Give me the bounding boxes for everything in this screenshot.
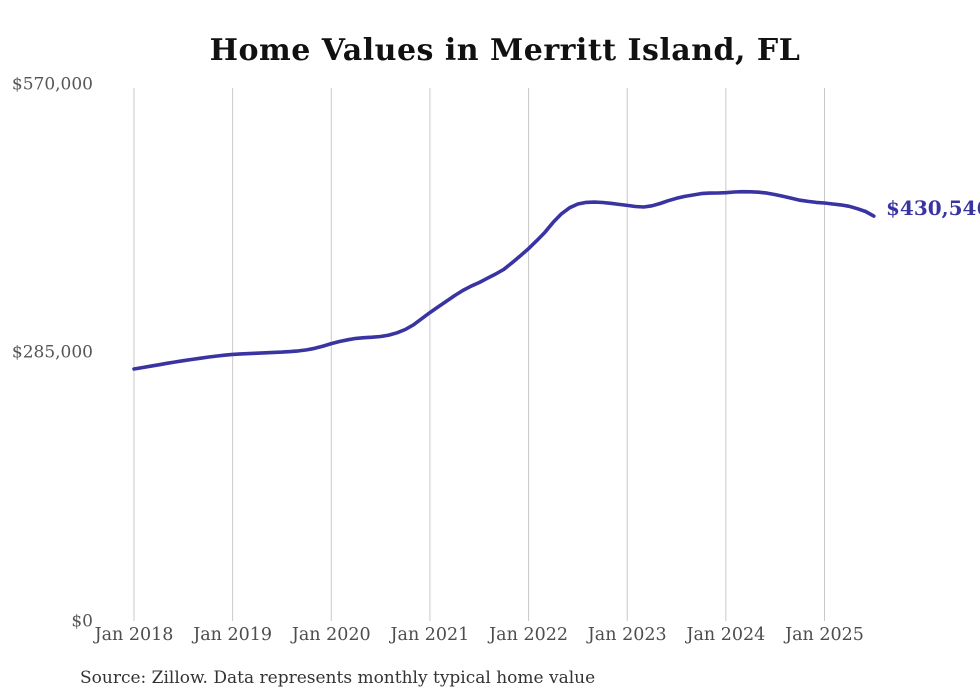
y-axis-tick-label: $0 [71,612,93,632]
x-axis-tick-label: Jan 2022 [487,625,568,645]
x-axis-tick-label: Jan 2023 [586,625,667,645]
x-axis-tick-label: Jan 2024 [684,625,765,645]
y-axis-tick-label: $285,000 [12,343,93,363]
latest-value-label: $430,546 [886,196,980,220]
y-axis-tick-label: $570,000 [12,75,93,95]
chart-title: Home Values in Merritt Island, FL [209,33,801,68]
x-axis-tick-label: Jan 2019 [191,625,272,645]
x-axis-tick-label: Jan 2021 [389,625,470,645]
home-value-line [132,189,876,371]
x-axis-tick-label: Jan 2018 [93,625,174,645]
source-note: Source: Zillow. Data represents monthly … [80,668,596,688]
x-axis-tick-label: Jan 2025 [783,625,864,645]
x-axis-tick-label: Jan 2020 [290,625,371,645]
